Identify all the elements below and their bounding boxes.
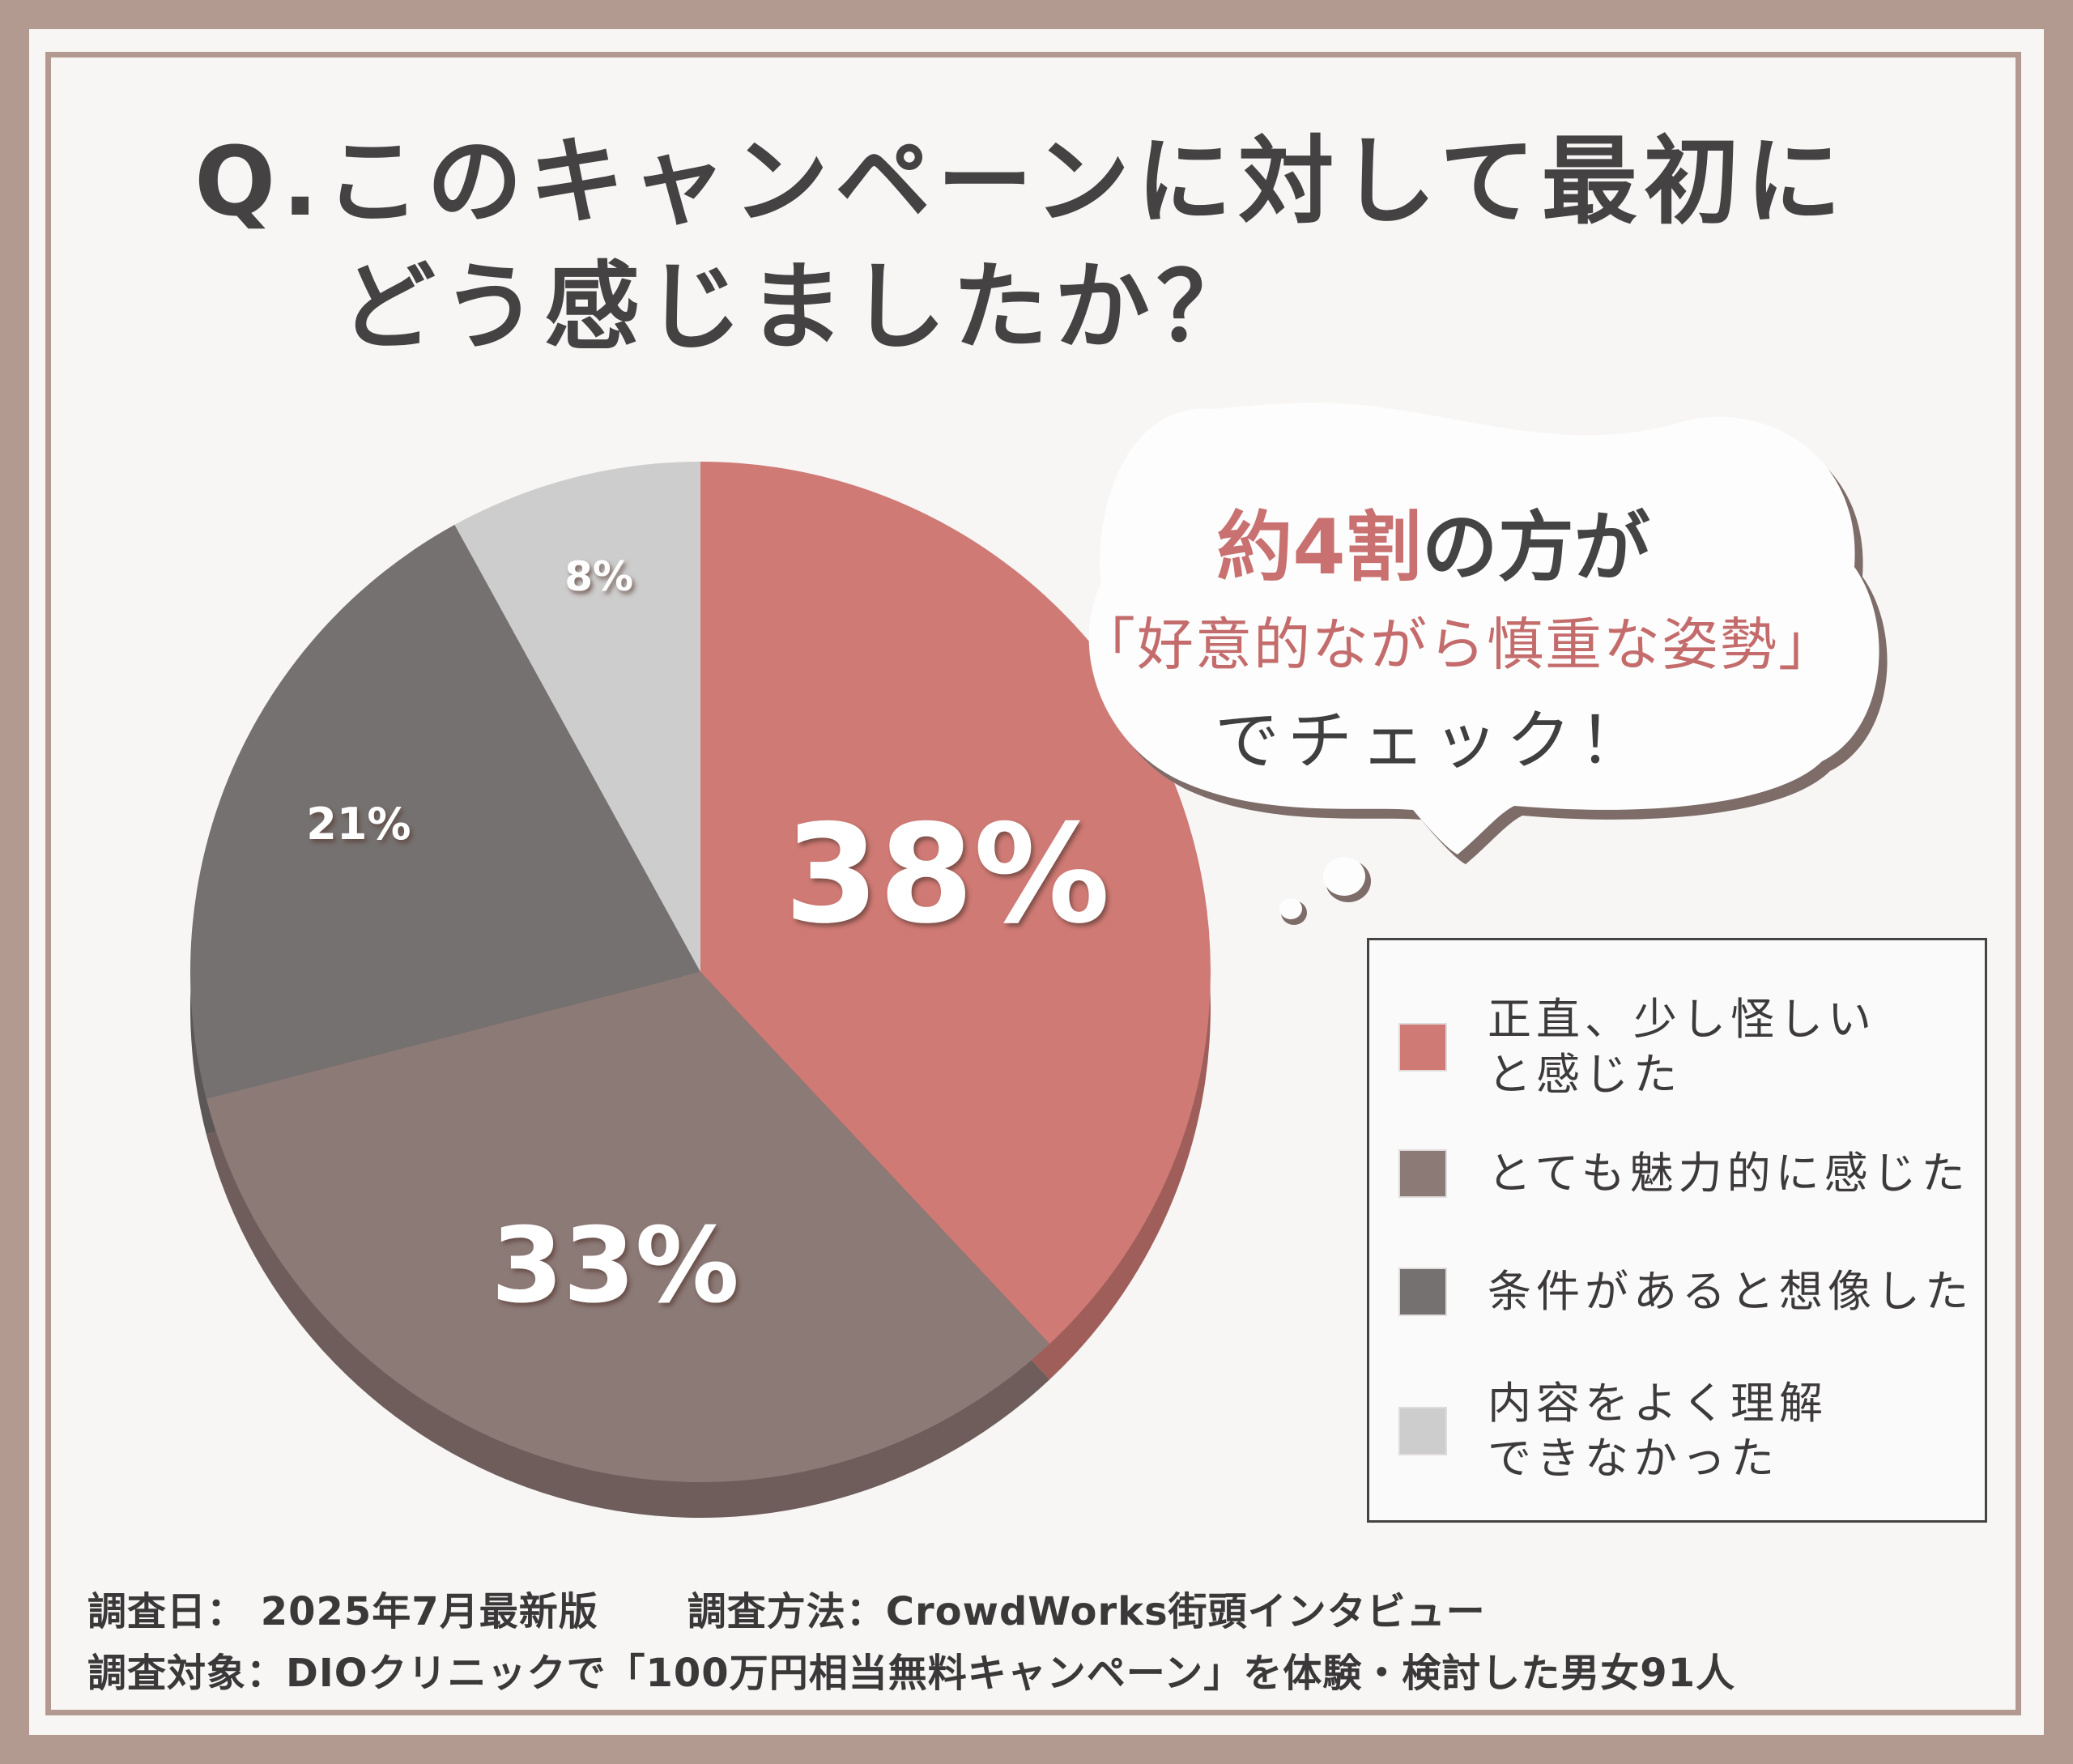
thought-dot-large [1323, 857, 1365, 896]
callout-line1-rest: の方が [1421, 504, 1650, 592]
callout-highlight: 約4割 [1216, 504, 1422, 592]
survey-date: 調査日： 2025年7月最新版 [87, 1589, 598, 1634]
legend-swatch [1398, 1023, 1447, 1072]
footer-line1: 調査日： 2025年7月最新版 調査方法：CrowdWorks街頭インタビュー [87, 1579, 1486, 1636]
pie-slices-layer [189, 462, 1211, 1483]
legend-item-suspicious: 正直、少し怪しい と感じた [1398, 992, 1973, 1102]
frame-border [45, 52, 2021, 1715]
pie-value-label: 38% [785, 795, 1110, 953]
legend-swatch [1398, 1407, 1447, 1455]
legend-label: 正直、少し怪しい と感じた [1488, 994, 1876, 1100]
pie-slice [189, 524, 701, 1099]
callout-line2: 「好意的ながら慎重な姿勢」 [1079, 611, 1837, 678]
legend-item-conditions: 条件があると想像した [1398, 1264, 1973, 1319]
chart-title-line1: Q.このキャンペーンに対して最初に [194, 126, 1848, 237]
legend-label: 条件があると想像した [1488, 1266, 1973, 1317]
pie-slice [454, 462, 700, 972]
pie-value-label: 8% [564, 553, 633, 600]
speech-bubble-body [1088, 403, 1879, 854]
legend-label: 内容をよく理解 できなかった [1488, 1378, 1828, 1484]
pie-value-label: 33% [491, 1205, 739, 1326]
legend-label: とても魅力的に感じた [1488, 1148, 1970, 1199]
callout-line3: でチェック！ [1215, 703, 1652, 778]
chart-title-line2: どう感じましたか？ [340, 251, 1259, 363]
survey-subject: 調査対象：DIOクリニックで「100万円相当無料キャンペーン」を体験・検討した男… [87, 1651, 1736, 1696]
thought-dot-small [1279, 898, 1302, 919]
legend-item-attractive: とても魅力的に感じた [1398, 1146, 1973, 1201]
pie-labels-layer: 38% 33% 21% 8% [306, 553, 1109, 1327]
speech-bubble [1088, 403, 1888, 925]
legend-swatch [1398, 1268, 1447, 1316]
pie-slice [700, 462, 1211, 1344]
pie-slice [206, 972, 1050, 1483]
pie-value-label: 21% [306, 799, 411, 850]
callout-line1: 約4割の方が [1069, 486, 1798, 596]
legend-swatch [1398, 1149, 1447, 1198]
chart-legend: 正直、少し怪しい と感じた とても魅力的に感じた 条件があると想像した 内容をよ… [1367, 938, 1987, 1523]
survey-method: 調査方法：CrowdWorks街頭インタビュー [687, 1589, 1486, 1634]
legend-item-not-understood: 内容をよく理解 できなかった [1398, 1376, 1973, 1486]
